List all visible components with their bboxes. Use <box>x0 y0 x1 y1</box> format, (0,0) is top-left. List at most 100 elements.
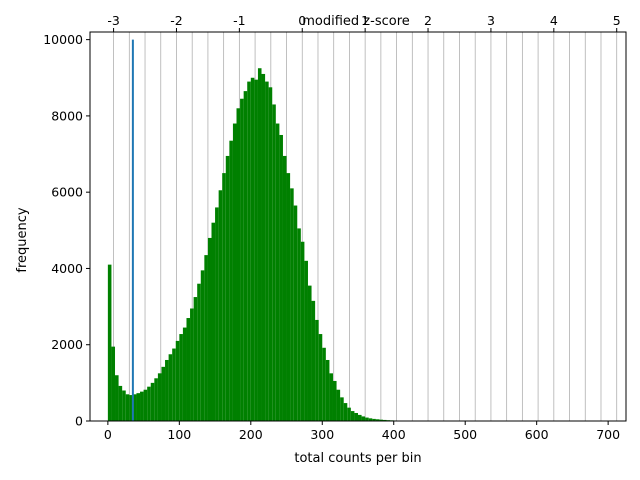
histogram-bar <box>161 366 166 421</box>
histogram-bar <box>268 87 273 422</box>
z-tick-label: -3 <box>107 13 119 28</box>
histogram-bar <box>275 123 280 421</box>
histogram-bar <box>129 395 133 421</box>
histogram-bar <box>290 188 294 421</box>
histogram-bar <box>204 255 208 421</box>
histogram-bar <box>140 391 144 421</box>
histogram-bar <box>318 334 323 421</box>
histogram-bar <box>272 104 276 421</box>
histogram-bar <box>315 319 319 421</box>
x-tick-label: 300 <box>310 427 334 442</box>
x-axis-label: total counts per bin <box>294 451 421 466</box>
histogram-bar <box>286 173 291 421</box>
histogram-bar <box>175 340 180 421</box>
histogram-bar <box>279 134 283 421</box>
x-axis: 0 100 200 300 400 500 600 700 <box>104 421 620 442</box>
histogram-bar <box>375 419 380 421</box>
y-axis-label: frequency <box>15 207 30 273</box>
histogram-bar <box>225 155 230 421</box>
histogram-bar <box>211 222 216 421</box>
histogram-bar <box>165 359 169 421</box>
histogram-bar <box>343 403 348 421</box>
histogram-bar <box>190 308 194 421</box>
y-tick-label: 2000 <box>51 337 83 352</box>
z-tick-label: -2 <box>170 13 182 28</box>
histogram-bar <box>197 283 201 421</box>
y-tick-label: 0 <box>75 414 83 429</box>
top-axis-label: modified z-score <box>302 14 410 29</box>
histogram-bar <box>207 237 212 421</box>
histogram-bar <box>340 397 344 421</box>
histogram-bar <box>118 385 123 421</box>
histogram-bar <box>250 77 255 421</box>
x-tick-label: 400 <box>382 427 406 442</box>
histogram-bar <box>236 108 241 422</box>
x-tick-label: 600 <box>525 427 549 442</box>
x-tick-label: 0 <box>104 427 112 442</box>
histogram-bar <box>304 260 308 421</box>
histogram-bar <box>354 412 358 421</box>
histogram-bar <box>154 378 158 421</box>
histogram-bar <box>107 264 112 421</box>
histogram-bar <box>379 419 384 421</box>
histogram-bar <box>365 417 369 421</box>
histogram-bar <box>200 270 205 421</box>
histogram-bar <box>193 297 198 421</box>
y-tick-label: 4000 <box>51 261 83 276</box>
histogram-bar <box>147 386 151 421</box>
histogram-bar <box>254 79 258 421</box>
z-tick-label: 0 <box>298 13 306 28</box>
x-tick-label: 100 <box>167 427 191 442</box>
histogram-bar <box>122 390 126 421</box>
plot-frame <box>89 31 627 422</box>
z-tick-label: -1 <box>233 13 245 28</box>
histogram-bar <box>222 173 226 421</box>
histogram-bar <box>172 348 176 421</box>
histogram-bar <box>282 155 287 421</box>
histogram-bar <box>111 346 116 421</box>
histogram-bar <box>307 285 312 421</box>
histogram-bar <box>265 81 269 421</box>
histogram-bar <box>186 318 191 421</box>
z-tick-label: 4 <box>550 13 558 28</box>
histogram-bar <box>218 190 223 421</box>
x-tick-label: 200 <box>239 427 263 442</box>
histogram-bar <box>300 241 305 421</box>
histogram-bar <box>332 380 337 421</box>
x-tick-label: 700 <box>596 427 620 442</box>
histogram-bar <box>136 393 141 421</box>
y-tick-label: 8000 <box>51 108 83 123</box>
z-tick-label: 5 <box>613 13 621 28</box>
histogram-bar <box>372 418 376 421</box>
histogram-bar <box>350 411 355 421</box>
histogram-bar <box>329 373 333 421</box>
histogram-bar <box>182 327 187 421</box>
y-tick-label: 6000 <box>51 185 83 200</box>
histogram-bar <box>325 359 330 421</box>
histogram-bar <box>383 419 387 421</box>
histogram-bar <box>240 98 244 421</box>
histogram-bar <box>361 416 366 421</box>
histogram-bar <box>247 81 251 421</box>
histogram-bar <box>232 123 237 421</box>
z-tick-label: 1 <box>361 13 369 28</box>
histogram-bar <box>215 207 219 421</box>
histogram-bar <box>257 68 262 421</box>
histogram-bar <box>336 389 341 421</box>
histogram-bar <box>311 300 316 421</box>
histogram-bar <box>168 354 173 421</box>
histogram-bar <box>293 205 298 421</box>
histogram-bar <box>125 394 130 421</box>
histogram-bars <box>107 68 609 422</box>
histogram-bar <box>115 375 119 421</box>
y-axis: 0 2000 4000 6000 8000 10000 <box>43 32 90 429</box>
histogram-bar <box>297 228 301 421</box>
x-tick-label: 500 <box>453 427 477 442</box>
histogram-bar <box>179 334 183 421</box>
top-z-score-axis: -3 -2 -1 0 1 2 3 4 5 <box>107 13 621 32</box>
histogram-bar <box>368 418 373 421</box>
histogram-bar <box>347 407 351 421</box>
y-tick-label: 10000 <box>43 32 83 47</box>
histogram-bar <box>143 389 148 421</box>
